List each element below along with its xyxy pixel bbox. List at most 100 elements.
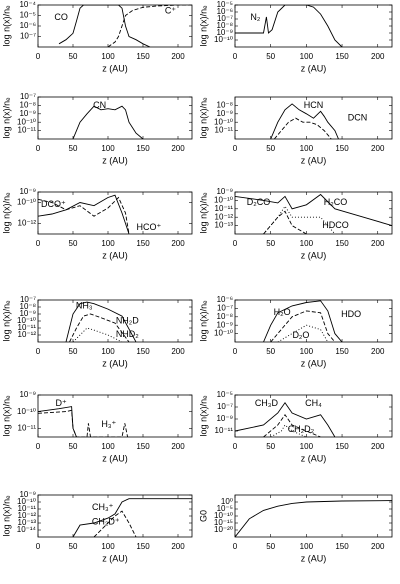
x-tick-label: 200	[171, 239, 185, 248]
x-tick-label: 200	[371, 144, 385, 153]
y-tick-label: 10⁻¹¹	[18, 323, 37, 332]
x-tick-label: 0	[233, 239, 238, 248]
y-tick-label: 10⁻¹³	[215, 221, 234, 230]
y-tick-label: 10⁻¹¹	[18, 423, 37, 432]
y-axis-label: G0	[198, 510, 208, 522]
series-line	[263, 210, 307, 234]
series-label: D₂CO	[247, 197, 271, 207]
y-tick-label: 10⁻⁹	[19, 187, 36, 196]
y-axis-label: log n(x)/nₑ	[198, 97, 208, 139]
series-label: CH₃D	[255, 398, 279, 408]
y-tick-label: 10⁻⁸	[20, 101, 37, 110]
x-tick-label: 200	[371, 347, 385, 356]
series-label: H₂O	[274, 307, 291, 317]
y-tick-label: 10⁻⁷	[217, 304, 233, 313]
y-tick-label: 10⁻⁹	[216, 414, 233, 423]
x-tick-label: 50	[266, 52, 275, 61]
series-label: D₂O	[292, 330, 309, 340]
x-tick-label: 50	[69, 239, 78, 248]
x-tick-label: 200	[371, 52, 385, 61]
y-tick-label: 10⁻¹¹	[18, 504, 37, 513]
panel: 0 50 100 150 200 10⁻¹¹ 10⁻¹⁰ 10⁻⁹ z (AU) log n(x)…	[1, 390, 193, 463]
plot-frame	[234, 299, 393, 343]
x-tick-label: 150	[335, 347, 349, 356]
x-tick-label: 50	[69, 542, 78, 551]
y-tick-label: 10⁻⁷	[217, 402, 233, 411]
series-line	[235, 500, 392, 537]
x-tick-label: 150	[335, 542, 349, 551]
series-label: DCN	[348, 112, 368, 122]
y-tick-label: 10⁻¹¹	[215, 204, 234, 213]
panel: 0 50 100 150 200 10⁻¹¹ 10⁻⁹ 10⁻⁷ 10⁻⁵ z (AU) log n…	[198, 390, 393, 463]
series-label: CO	[54, 12, 68, 22]
y-axis-label: log n(x)/nₑ	[198, 192, 208, 234]
y-tick-label: 10⁻⁹	[216, 320, 233, 329]
x-tick-label: 50	[69, 347, 78, 356]
y-axis-label: log n(x)/nₑ	[1, 300, 11, 342]
y-tick-label: 10⁻¹¹	[215, 126, 234, 135]
series-line	[270, 103, 339, 139]
y-tick-label: 10⁻¹⁰	[17, 117, 36, 126]
plot-frame	[234, 394, 393, 438]
plot-frame	[234, 96, 393, 140]
y-axis-label: log n(x)/nₑ	[198, 5, 208, 47]
series-label: NHD₂	[116, 329, 139, 339]
y-tick-label: 10⁻⁹	[19, 309, 36, 318]
series-line	[38, 196, 130, 234]
series-line	[38, 409, 129, 437]
series-line	[270, 424, 307, 437]
x-axis-label: z (AU)	[301, 553, 327, 563]
x-tick-label: 0	[233, 542, 238, 551]
x-axis-label: z (AU)	[102, 453, 128, 463]
series-line	[235, 402, 336, 437]
y-tick-label: 10⁻⁸	[217, 21, 234, 30]
x-tick-label: 150	[136, 52, 150, 61]
series-line	[263, 300, 343, 342]
y-tick-label: 10⁻⁶	[20, 21, 36, 30]
x-tick-label: 100	[101, 542, 115, 551]
x-axis-label: z (AU)	[301, 358, 327, 368]
series-label: H₃⁺	[101, 419, 116, 429]
x-axis-label: z (AU)	[102, 63, 128, 73]
x-tick-label: 50	[266, 239, 275, 248]
series-label: NH₂D	[116, 315, 139, 325]
y-tick-label: 10⁻⁵	[217, 0, 233, 9]
y-axis-label: log n(x)/nₑ	[1, 495, 11, 537]
x-tick-label: 50	[266, 442, 275, 451]
y-tick-label: 10⁻¹⁰	[17, 407, 36, 416]
x-tick-label: 200	[171, 144, 185, 153]
y-tick-label: 10⁻⁷	[20, 32, 36, 41]
series-label: DCO⁺	[41, 199, 66, 209]
x-tick-label: 0	[36, 52, 41, 61]
y-tick-label: 10⁻¹⁰	[17, 316, 36, 325]
series-line	[38, 194, 130, 234]
y-tick-label: 10⁻¹²	[18, 511, 37, 520]
y-tick-label: 10⁻⁸	[217, 101, 234, 110]
plot-frame	[234, 4, 393, 48]
x-tick-label: 0	[36, 442, 41, 451]
y-tick-label: 10⁻⁵	[20, 11, 36, 20]
plot-frame	[37, 96, 193, 140]
series-label: HCN	[304, 100, 324, 110]
x-tick-label: 100	[101, 442, 115, 451]
x-tick-label: 150	[136, 442, 150, 451]
series-line	[72, 327, 123, 342]
x-tick-label: 100	[101, 239, 115, 248]
series-label: HCO⁺	[137, 222, 162, 232]
y-tick-label: 10⁻⁹	[19, 109, 36, 118]
y-tick-label: 10⁻⁷	[20, 92, 36, 101]
x-tick-label: 100	[300, 347, 314, 356]
y-tick-label: 10⁻⁶	[217, 7, 233, 16]
y-tick-label: 10⁻¹⁰	[214, 329, 233, 338]
y-axis-label: log n(x)/nₑ	[1, 192, 11, 234]
panel: 0 50 100 150 200 10⁻¹⁴10⁻¹³10⁻¹²10⁻¹¹10⁻¹⁰10⁻…	[1, 490, 193, 563]
y-tick-label: 10⁻⁹	[216, 187, 233, 196]
y-tick-label: 10⁻¹⁰	[214, 196, 233, 205]
x-tick-label: 200	[371, 542, 385, 551]
series-line	[107, 5, 192, 47]
